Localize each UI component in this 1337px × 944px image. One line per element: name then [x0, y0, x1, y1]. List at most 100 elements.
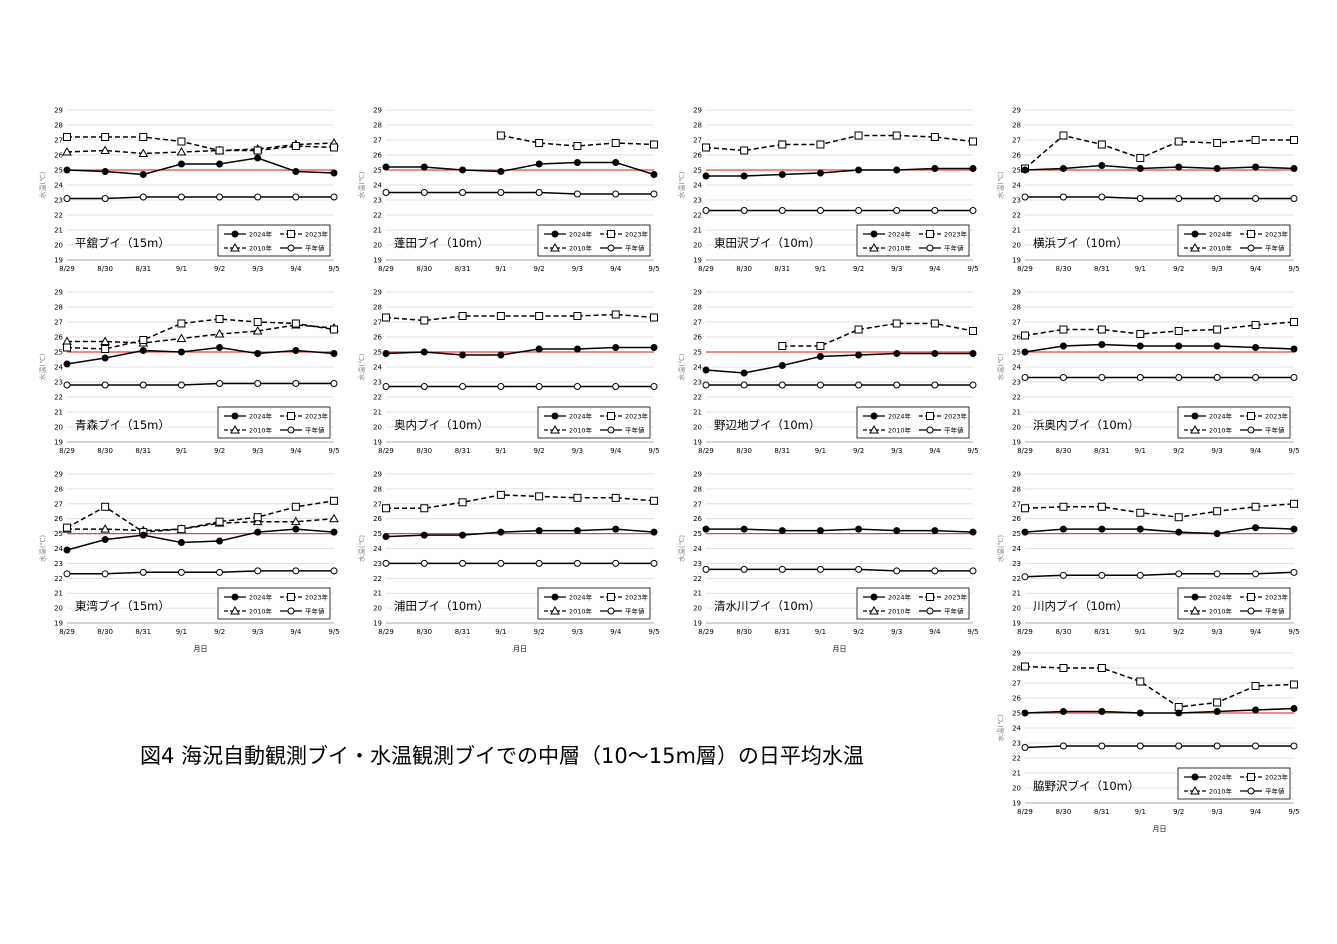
- y-tick-label: 25: [1012, 710, 1021, 718]
- y-tick-label: 24: [373, 545, 382, 553]
- data-point: [292, 525, 300, 533]
- y-axis-label: 水温(℃): [996, 171, 1005, 199]
- legend-marker: [1247, 593, 1255, 601]
- data-point: [101, 570, 109, 578]
- data-point: [1213, 165, 1221, 172]
- data-point: [650, 313, 658, 322]
- legend-marker: [230, 424, 240, 434]
- data-point: [1059, 193, 1067, 201]
- legend-label: 平年値: [625, 244, 645, 253]
- data-point: [139, 133, 148, 141]
- data-point: [573, 190, 581, 198]
- y-tick-label: 25: [693, 167, 702, 175]
- y-tick-label: 24: [1012, 364, 1021, 372]
- legend-label: 平年値: [944, 607, 964, 616]
- data-point: [1021, 166, 1029, 174]
- x-tick-label: 9/1: [1135, 265, 1146, 273]
- y-tick-label: 24: [1012, 182, 1021, 190]
- data-point: [62, 146, 72, 156]
- data-point: [702, 366, 710, 374]
- x-tick-label: 9/3: [891, 447, 902, 455]
- data-point: [702, 565, 710, 573]
- x-tick-label: 9/5: [1288, 808, 1299, 816]
- y-tick-label: 27: [1012, 319, 1021, 327]
- y-tick-label: 20: [54, 242, 63, 250]
- chart-panel-2: 19 20 21 22 23 24 25 26 27 28 29 8/29 8/30 8/31 9/1 9/2…: [357, 107, 660, 274]
- legend-box: [856, 224, 970, 257]
- x-tick-label: 9/4: [610, 628, 622, 636]
- data-point: [893, 207, 901, 214]
- y-tick-label: 24: [1012, 545, 1021, 553]
- panel-title: 青森ブイ（15m）: [75, 418, 170, 432]
- data-point: [63, 195, 71, 202]
- series-line: [1024, 665, 1295, 708]
- series-2023年: [63, 315, 338, 353]
- data-point: [1136, 508, 1145, 517]
- data-point: [1098, 162, 1106, 169]
- x-tick-label: 9/3: [1212, 447, 1223, 455]
- x-tick-label: 8/29: [698, 447, 714, 455]
- legend-marker: [1190, 605, 1200, 615]
- data-point: [459, 559, 467, 567]
- series-line: [1024, 164, 1295, 171]
- data-point: [893, 567, 901, 575]
- series-line: [1024, 343, 1295, 353]
- y-tick-label: 19: [373, 620, 382, 628]
- data-point: [254, 154, 262, 162]
- data-point: [215, 517, 224, 526]
- y-tick-label: 24: [54, 545, 63, 553]
- data-point: [292, 567, 300, 575]
- series-line: [705, 134, 974, 152]
- data-point: [1059, 131, 1068, 140]
- series-line: [1024, 707, 1295, 714]
- x-tick-label: 9/2: [1173, 808, 1184, 816]
- data-point: [254, 193, 262, 201]
- series-line: [385, 313, 655, 322]
- data-point: [63, 343, 71, 352]
- data-point: [1098, 571, 1106, 579]
- y-tick-label: 21: [373, 409, 382, 417]
- y-tick-label: 27: [693, 137, 702, 145]
- data-point: [535, 559, 543, 567]
- legend-label: 2010年: [888, 426, 912, 435]
- legend-label: 2023年: [305, 230, 329, 239]
- legend-marker: [926, 426, 934, 434]
- data-point: [497, 559, 505, 567]
- data-point: [1252, 195, 1260, 202]
- data-point: [573, 527, 581, 535]
- series-2024年: [63, 525, 338, 554]
- x-tick-label: 9/1: [1135, 808, 1146, 816]
- series-line: [67, 517, 335, 532]
- legend-label: 2024年: [569, 593, 593, 602]
- series-line: [66, 157, 335, 176]
- y-tick-label: 26: [54, 334, 63, 342]
- data-point: [1252, 570, 1260, 578]
- x-tick-label: 9/4: [610, 447, 622, 455]
- data-point: [254, 528, 262, 536]
- data-point: [855, 207, 863, 214]
- data-point: [176, 146, 187, 156]
- y-tick-label: 22: [373, 575, 382, 583]
- x-tick-label: 9/3: [252, 265, 263, 273]
- data-point: [1252, 163, 1260, 171]
- y-tick-label: 24: [54, 182, 63, 190]
- legend-marker: [869, 605, 879, 615]
- data-point: [931, 350, 939, 357]
- data-point: [1290, 705, 1298, 712]
- data-point: [1252, 374, 1260, 381]
- data-point: [1213, 374, 1221, 381]
- data-point: [969, 528, 977, 536]
- y-tick-label: 27: [373, 500, 382, 508]
- data-point: [573, 345, 581, 353]
- data-point: [101, 502, 110, 511]
- panel-title: 東湾ブイ（15m）: [75, 599, 170, 613]
- data-point: [612, 190, 620, 198]
- x-tick-label: 9/2: [853, 265, 864, 273]
- data-point: [330, 193, 338, 201]
- x-tick-label: 8/30: [97, 265, 113, 273]
- legend-marker: [1191, 230, 1199, 238]
- data-point: [816, 342, 825, 350]
- series-2024年: [1021, 341, 1298, 356]
- x-tick-label: 9/3: [1212, 628, 1223, 636]
- data-point: [740, 146, 749, 155]
